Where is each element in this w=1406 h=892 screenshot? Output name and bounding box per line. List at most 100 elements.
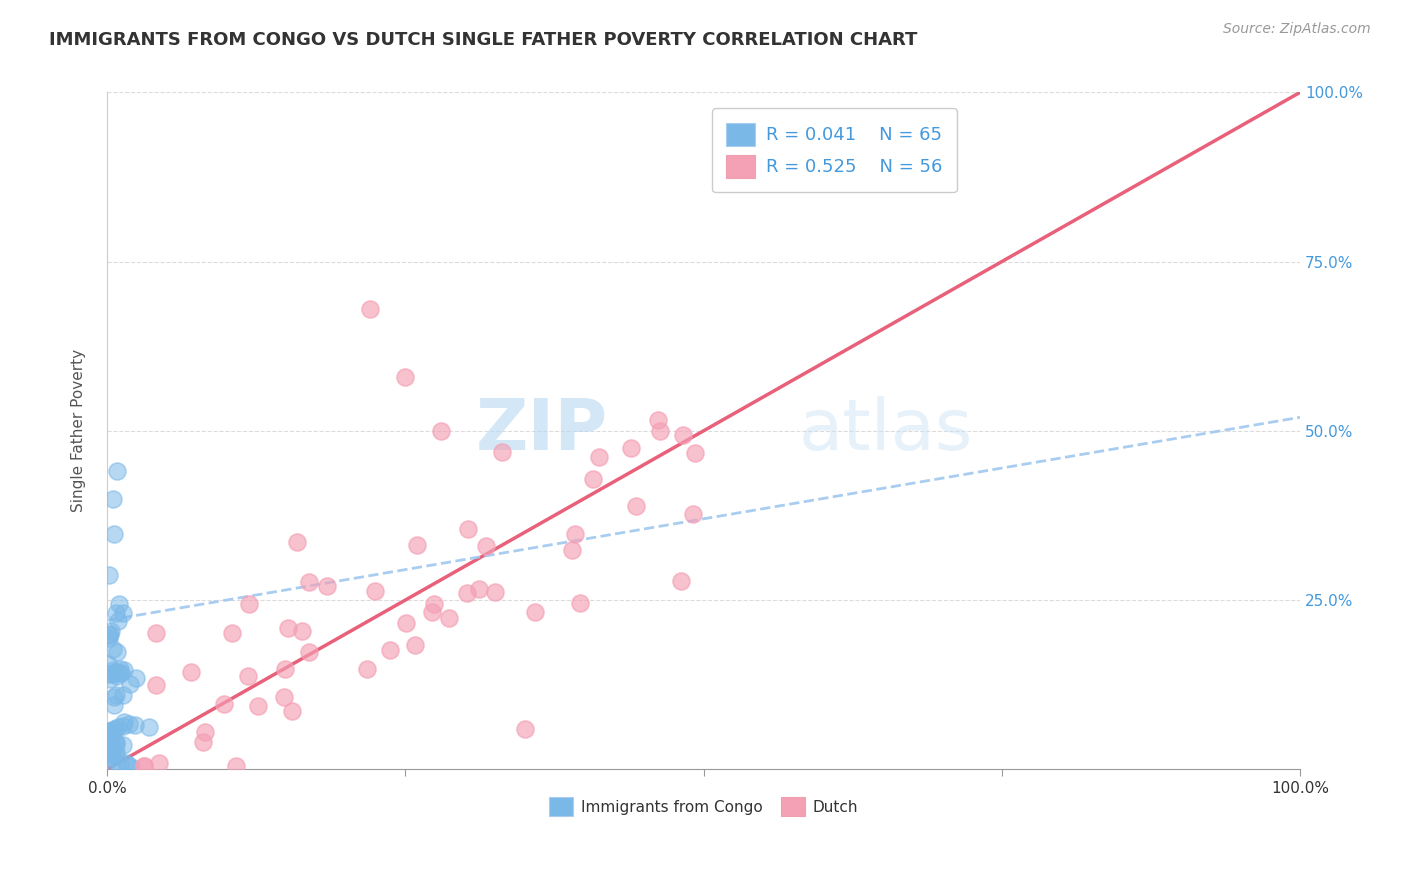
- Point: [103, 723, 125, 737]
- Point: [281, 704, 304, 718]
- Point: [101, 741, 124, 756]
- Point: [103, 734, 125, 748]
- Point: [101, 664, 124, 678]
- Point: [100, 723, 122, 738]
- Point: [404, 638, 426, 652]
- Point: [97, 729, 120, 743]
- Point: [101, 491, 124, 506]
- Point: [236, 669, 259, 683]
- Point: [359, 301, 381, 316]
- Point: [145, 678, 167, 692]
- Text: ZIP: ZIP: [475, 396, 609, 466]
- Point: [100, 744, 122, 758]
- Point: [117, 758, 139, 772]
- Point: [420, 605, 443, 619]
- Text: atlas: atlas: [799, 396, 973, 466]
- Point: [298, 574, 321, 589]
- Point: [285, 535, 308, 549]
- Point: [104, 735, 127, 749]
- Point: [97, 727, 120, 741]
- Point: [98, 672, 121, 686]
- Legend: Immigrants from Congo, Dutch: Immigrants from Congo, Dutch: [543, 790, 865, 822]
- Point: [564, 527, 586, 541]
- Point: [98, 632, 121, 646]
- Point: [103, 665, 125, 680]
- Point: [145, 626, 167, 640]
- Point: [273, 690, 295, 704]
- Point: [380, 643, 402, 657]
- Point: [212, 697, 235, 711]
- Point: [315, 578, 337, 592]
- Point: [97, 747, 120, 761]
- Point: [112, 606, 135, 620]
- Point: [105, 689, 128, 703]
- Point: [105, 645, 128, 659]
- Point: [105, 465, 128, 479]
- Point: [98, 741, 121, 756]
- Point: [112, 719, 135, 733]
- Point: [457, 522, 479, 536]
- Y-axis label: Single Father Poverty: Single Father Poverty: [72, 350, 86, 512]
- Point: [100, 624, 122, 638]
- Point: [110, 662, 132, 676]
- Point: [620, 441, 643, 455]
- Point: [132, 759, 155, 773]
- Point: [105, 606, 128, 620]
- Point: [647, 413, 669, 427]
- Point: [468, 582, 491, 597]
- Point: [100, 627, 122, 641]
- Point: [125, 671, 148, 685]
- Point: [395, 616, 418, 631]
- Point: [114, 756, 136, 770]
- Point: [120, 760, 142, 774]
- Point: [105, 737, 128, 751]
- Point: [484, 585, 506, 599]
- Point: [588, 450, 610, 464]
- Point: [97, 723, 120, 738]
- Point: [97, 731, 120, 746]
- Point: [110, 757, 132, 772]
- Point: [105, 669, 128, 683]
- Point: [671, 574, 693, 588]
- Point: [108, 666, 131, 681]
- Point: [364, 583, 387, 598]
- Point: [180, 665, 202, 680]
- Point: [682, 508, 704, 522]
- Point: [111, 688, 134, 702]
- Point: [124, 718, 146, 732]
- Point: [98, 739, 121, 754]
- Point: [194, 725, 217, 739]
- Point: [561, 542, 583, 557]
- Point: [439, 611, 461, 625]
- Point: [101, 642, 124, 657]
- Point: [97, 657, 120, 671]
- Point: [103, 698, 125, 712]
- Point: [100, 667, 122, 681]
- Point: [626, 500, 648, 514]
- Point: [138, 720, 160, 734]
- Point: [112, 738, 135, 752]
- Point: [582, 472, 605, 486]
- Point: [148, 756, 170, 770]
- Point: [104, 748, 127, 763]
- Point: [291, 624, 314, 638]
- Point: [568, 596, 591, 610]
- Point: [110, 666, 132, 681]
- Point: [405, 538, 427, 552]
- Point: [132, 759, 155, 773]
- Point: [225, 759, 247, 773]
- Point: [97, 666, 120, 681]
- Point: [672, 428, 695, 442]
- Point: [221, 626, 243, 640]
- Point: [491, 445, 513, 459]
- Point: [430, 424, 453, 438]
- Point: [103, 526, 125, 541]
- Point: [650, 425, 672, 439]
- Point: [104, 745, 127, 759]
- Point: [456, 586, 478, 600]
- Point: [97, 743, 120, 757]
- Point: [513, 722, 536, 736]
- Point: [107, 720, 129, 734]
- Point: [277, 621, 299, 635]
- Point: [98, 750, 121, 764]
